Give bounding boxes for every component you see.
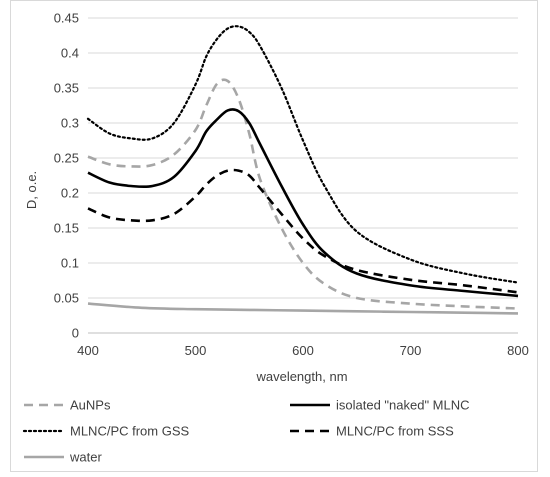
y-tick-label: 0.45	[54, 11, 79, 26]
y-tick-label: 0.2	[61, 186, 79, 201]
y-tick-label: 0.05	[54, 291, 79, 306]
legend-label: isolated "naked" MLNC	[336, 398, 470, 413]
x-tick-label: 700	[400, 343, 422, 358]
series-line	[87, 302, 519, 315]
series-line	[87, 78, 519, 310]
legend-label: AuNPs	[70, 398, 111, 413]
x-tick-label: 500	[185, 343, 207, 358]
legend-label: MLNC/PC from SSS	[336, 424, 454, 439]
x-axis-label: wavelength, nm	[255, 369, 347, 384]
y-tick-label: 0.4	[61, 46, 79, 61]
x-tick-label: 400	[77, 343, 99, 358]
legend-label: MLNC/PC from GSS	[70, 424, 190, 439]
y-tick-label: 0	[72, 326, 79, 341]
series-line	[87, 168, 519, 294]
x-tick-label: 800	[507, 343, 529, 358]
y-tick-label: 0.3	[61, 116, 79, 131]
y-tick-label: 0.35	[54, 81, 79, 96]
y-tick-label: 0.1	[61, 256, 79, 271]
series-line	[86, 25, 520, 284]
x-tick-label: 600	[292, 343, 314, 358]
legend-label: water	[69, 450, 102, 465]
series-line	[87, 108, 519, 298]
y-axis-label: D, o.e.	[24, 171, 39, 209]
y-tick-label: 0.15	[54, 221, 79, 236]
y-tick-label: 0.25	[54, 151, 79, 166]
chart-frame	[10, 0, 538, 472]
